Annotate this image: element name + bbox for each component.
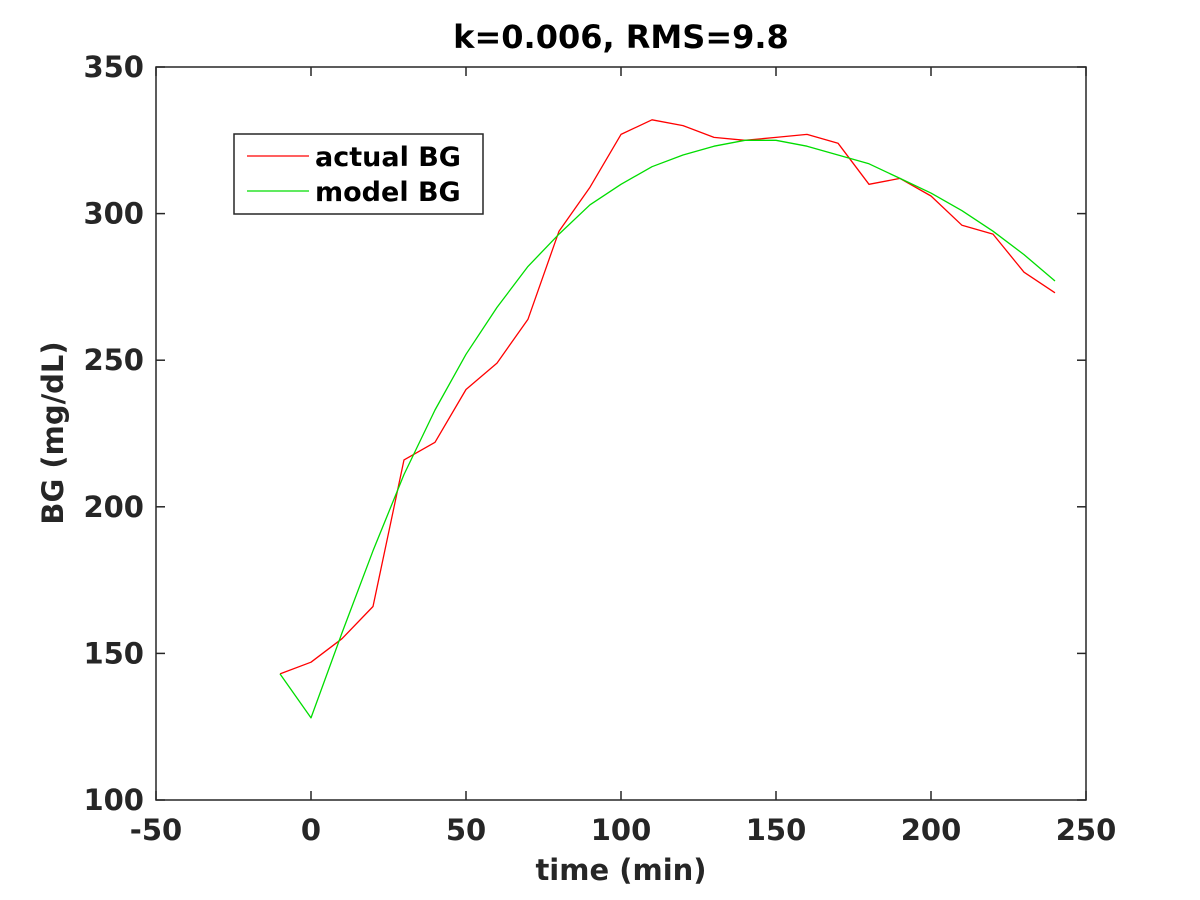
x-tick-label: 150 <box>746 813 807 847</box>
x-tick-label: 250 <box>1056 813 1117 847</box>
legend-label: model BG <box>315 177 461 208</box>
series-line-model-bg <box>279 139 1056 719</box>
legend-label: actual BG <box>315 142 461 173</box>
legend-box <box>233 133 484 215</box>
series-line-actual-bg <box>279 119 1056 675</box>
legend: actual BG model BG <box>233 133 484 215</box>
y-tick-label: 100 <box>83 783 144 817</box>
y-tick-label: 150 <box>83 636 144 670</box>
y-axis-label: BG (mg/dL) <box>36 341 70 524</box>
y-tick-label: 250 <box>83 343 144 377</box>
y-tick-label: 350 <box>83 50 144 84</box>
x-tick-label: 0 <box>301 813 321 847</box>
x-axis-label: time (min) <box>535 853 706 887</box>
x-tick-label: 50 <box>446 813 486 847</box>
y-tick-label: 200 <box>83 490 144 524</box>
x-tick-label: 100 <box>591 813 652 847</box>
chart-title: k=0.006, RMS=9.8 <box>453 18 789 56</box>
y-tick-label: 300 <box>83 197 144 231</box>
x-tick-label: -50 <box>130 813 182 847</box>
x-tick-label: 200 <box>901 813 962 847</box>
